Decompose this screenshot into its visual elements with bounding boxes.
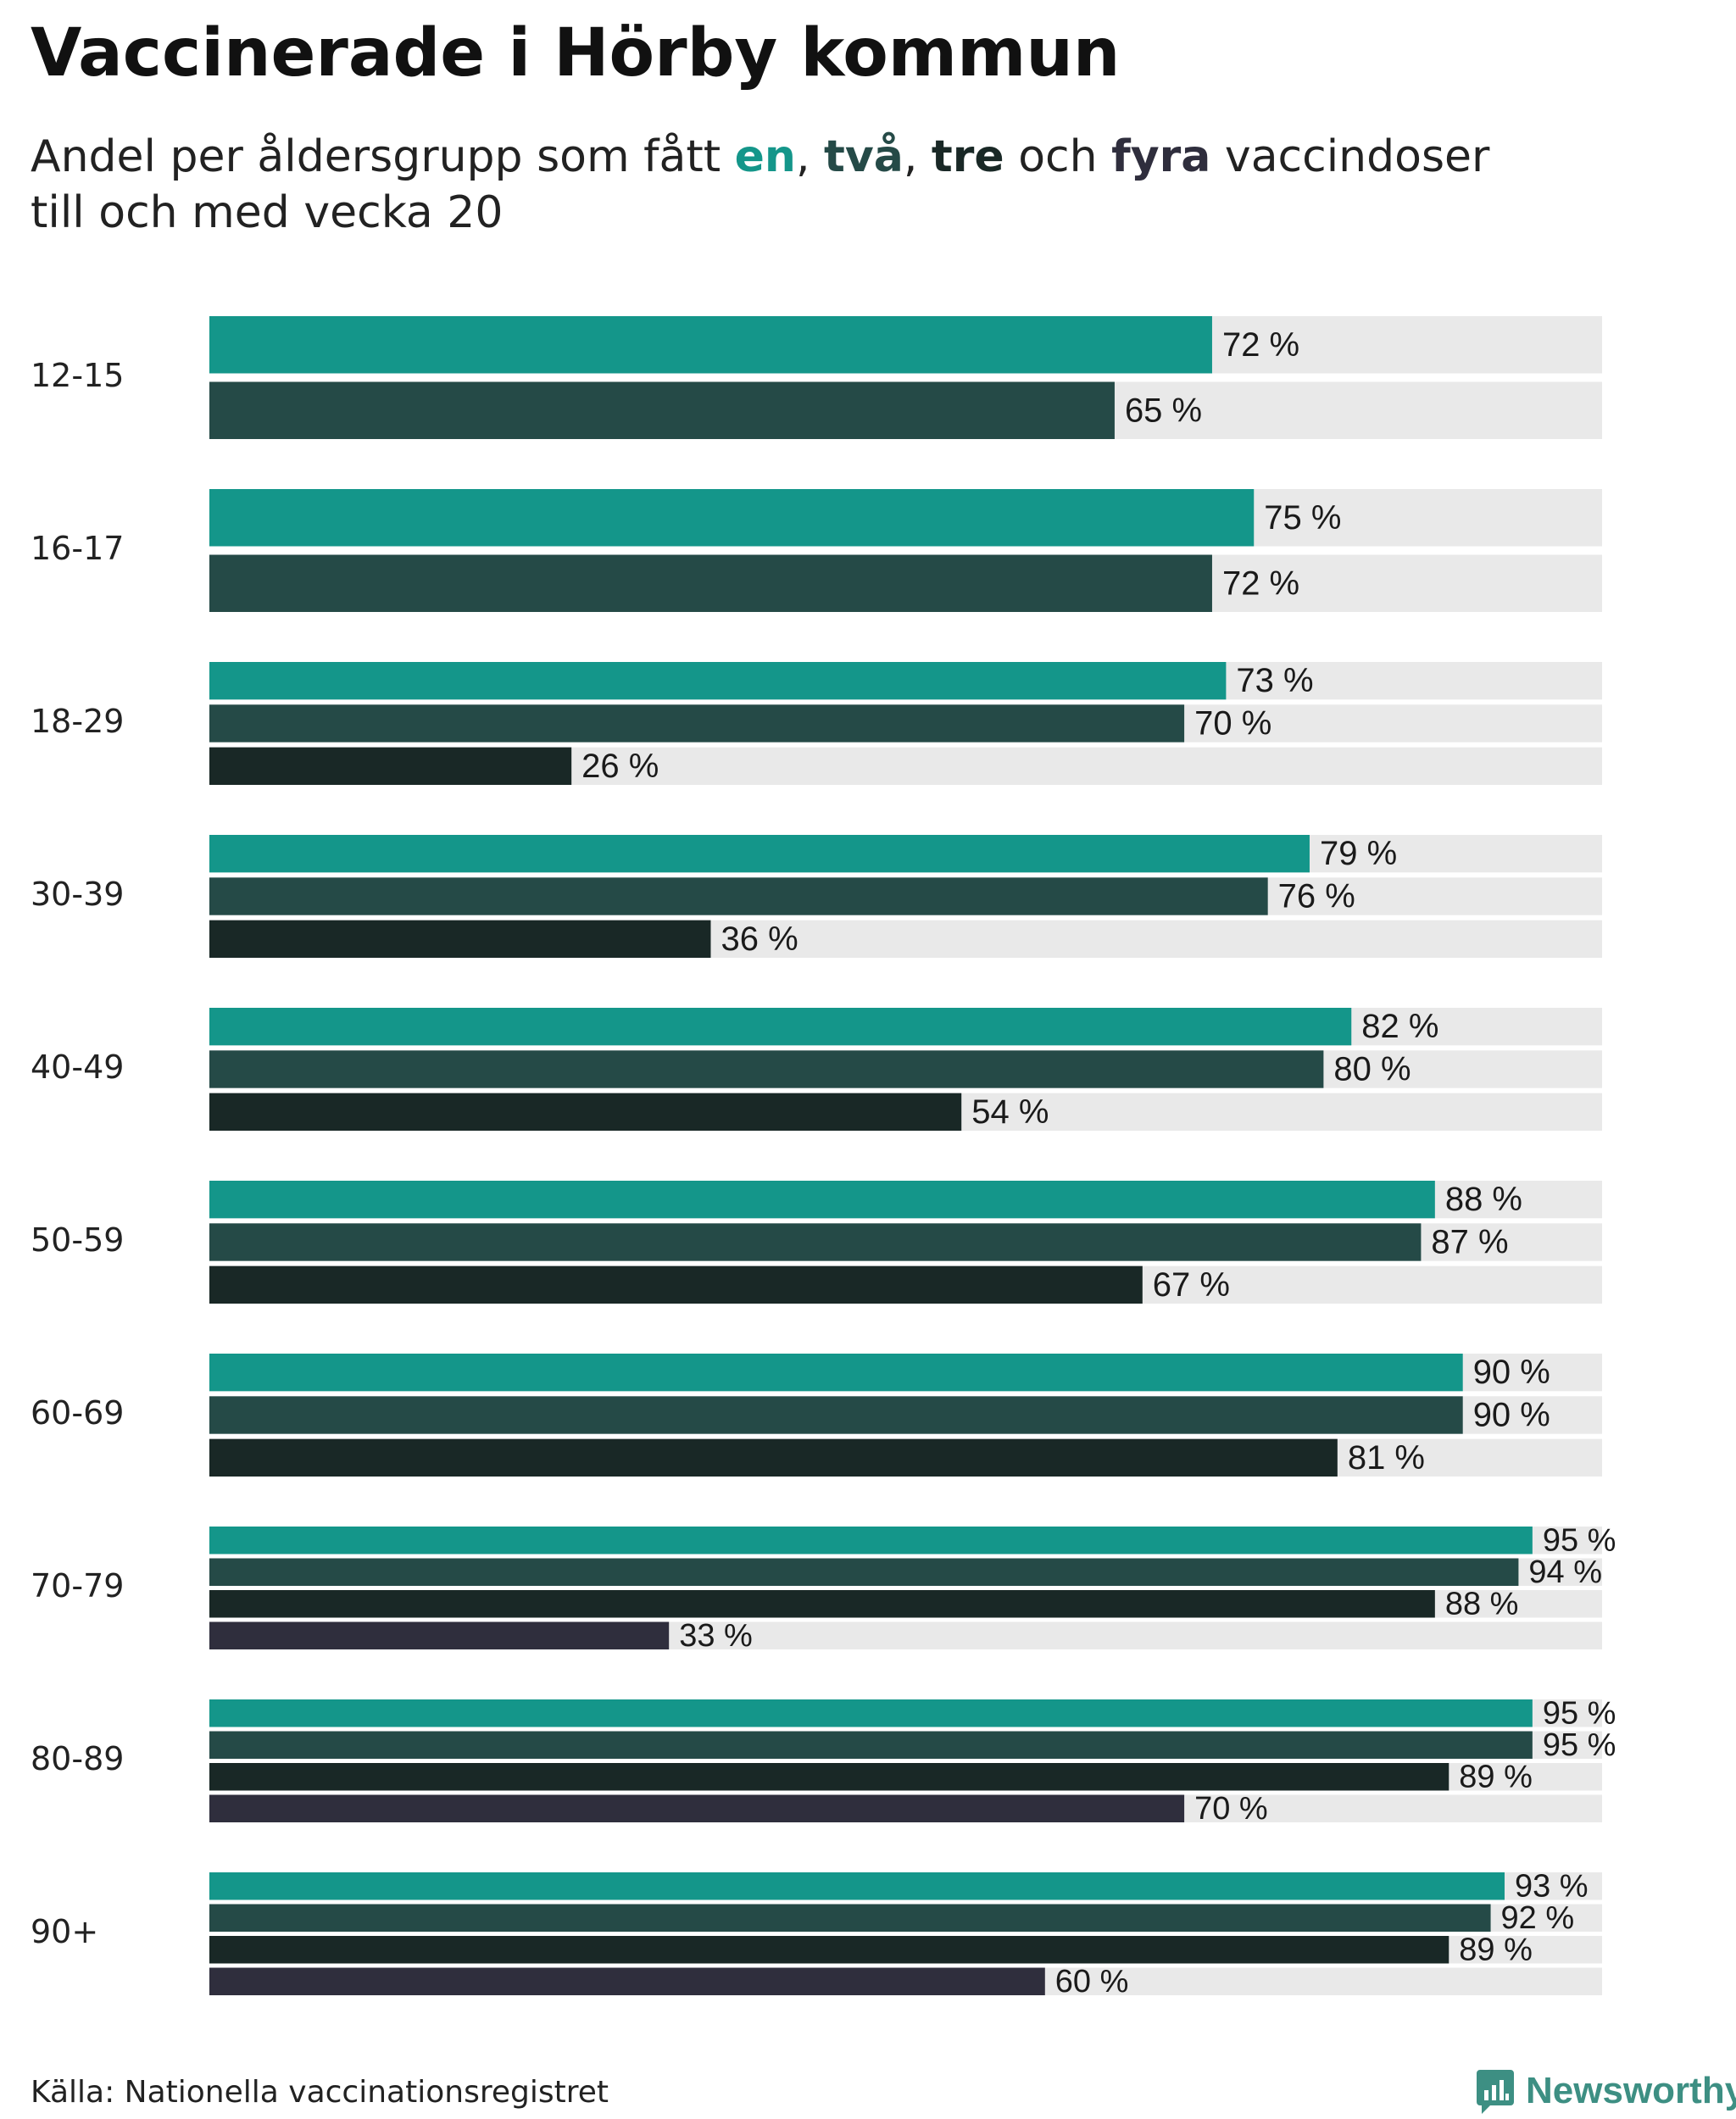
bar-en: [209, 1872, 1505, 1900]
value-label: 93 %: [1515, 1868, 1589, 1904]
value-label: 94 %: [1528, 1554, 1602, 1590]
subtitle-sep-2: ,: [903, 131, 932, 182]
age-group-30-39: 30-39 79 % 76 % 36 %: [31, 835, 1602, 958]
bar-en: [209, 835, 1310, 873]
bar-tre: [209, 1936, 1449, 1964]
value-label: 65 %: [1125, 392, 1202, 429]
category-label: 18-29: [31, 703, 124, 740]
value-label: 72 %: [1222, 565, 1299, 602]
subtitle-sep-1: ,: [795, 131, 825, 182]
value-label: 72 %: [1222, 326, 1299, 364]
value-label: 90 %: [1473, 1397, 1550, 1434]
age-group-60-69: 60-69 90 % 90 % 81 %: [31, 1354, 1602, 1477]
bar-fyra: [209, 1967, 1045, 1995]
bar-tre: [209, 1438, 1338, 1477]
bar-två: [209, 554, 1212, 612]
bar-tre: [209, 747, 572, 785]
age-group-12-15: 12-15 72 % 65 %: [31, 316, 1602, 439]
category-label: 12-15: [31, 357, 124, 394]
bar-fyra: [209, 1794, 1185, 1822]
bar-två: [209, 1050, 1324, 1088]
bar-två: [209, 1731, 1533, 1759]
brand-name: Newsworthy: [1526, 2070, 1736, 2111]
value-label: 87 %: [1431, 1224, 1508, 1261]
category-label: 16-17: [31, 530, 124, 567]
legend-dose-3: tre: [931, 131, 1004, 182]
value-label: 70 %: [1194, 1791, 1268, 1827]
category-label: 50-59: [31, 1221, 124, 1259]
bar-två: [209, 1558, 1519, 1586]
value-label: 95 %: [1543, 1522, 1616, 1558]
value-label: 36 %: [721, 920, 798, 958]
bar-tre: [209, 1093, 962, 1131]
bar-två: [209, 704, 1185, 742]
bar-två: [209, 1396, 1463, 1434]
bar-tre: [209, 1265, 1143, 1304]
bar-en: [209, 1181, 1435, 1219]
subtitle-suffix: vaccindoser: [1210, 131, 1490, 182]
age-group-80-89: 80-89 95 %95 % 89 % 70 %: [31, 1695, 1616, 1827]
value-label: 70 %: [1194, 705, 1271, 742]
value-label: 88 %: [1445, 1181, 1522, 1218]
bar-två: [209, 1223, 1422, 1261]
age-group-40-49: 40-49 82 % 80 % 54 %: [31, 1008, 1602, 1131]
value-label: 89 %: [1459, 1932, 1533, 1967]
age-group-16-17: 16-17 75 % 72 %: [31, 489, 1602, 612]
bar-tre: [209, 1590, 1435, 1618]
category-label: 90+: [31, 1913, 98, 1950]
value-label: 60 %: [1055, 1964, 1129, 1999]
age-group-70-79: 70-79 95 %94 % 88 % 33 %: [31, 1522, 1616, 1654]
bar-en: [209, 1699, 1533, 1727]
subtitle-line-2: till och med vecka 20: [31, 187, 504, 238]
chart-subtitle: Andel per åldersgrupp som fått en, två, …: [31, 129, 1641, 241]
value-label: 54 %: [971, 1093, 1049, 1131]
bar-en: [209, 1008, 1352, 1046]
value-label: 67 %: [1153, 1266, 1230, 1304]
category-label: 30-39: [31, 876, 124, 913]
bar-två: [209, 877, 1268, 915]
legend-dose-2: två: [824, 131, 904, 182]
age-group-90+: 90+ 93 %92 %89 % 60 %: [31, 1868, 1602, 1999]
category-label: 70-79: [31, 1567, 124, 1605]
bar-en: [209, 316, 1212, 374]
bar-chart-speech-bubble-icon: [1477, 2070, 1514, 2114]
age-group-50-59: 50-59 88 % 87 % 67 %: [31, 1181, 1602, 1304]
value-label: 76 %: [1278, 878, 1355, 915]
bar-fyra: [209, 1621, 670, 1649]
bar-tre: [209, 920, 711, 958]
value-label: 90 %: [1473, 1354, 1550, 1391]
bar-en: [209, 489, 1255, 547]
category-label: 80-89: [31, 1740, 124, 1777]
value-label: 80 %: [1333, 1051, 1410, 1088]
value-label: 33 %: [679, 1618, 753, 1654]
age-group-18-29: 18-29 73 % 70 % 26 %: [31, 662, 1602, 785]
value-label: 75 %: [1264, 499, 1341, 537]
bar-två: [209, 381, 1115, 439]
bar-en: [209, 662, 1227, 700]
value-label: 82 %: [1361, 1008, 1438, 1045]
subtitle-prefix: Andel per åldersgrupp som fått: [31, 131, 735, 182]
bar-två: [209, 1904, 1491, 1932]
value-label: 95 %: [1543, 1727, 1616, 1763]
value-label: 26 %: [581, 748, 659, 785]
value-label: 92 %: [1501, 1900, 1575, 1936]
value-label: 95 %: [1543, 1695, 1616, 1731]
chart-title: Vaccinerade i Hörby kommun: [31, 15, 1121, 92]
bar-en: [209, 1527, 1533, 1554]
bar-en: [209, 1354, 1463, 1392]
value-label: 79 %: [1320, 835, 1397, 872]
brand-logo: Newsworthy: [1477, 2068, 1736, 2114]
value-label: 73 %: [1236, 662, 1313, 699]
legend-dose-4: fyra: [1111, 131, 1211, 182]
legend-dose-1: en: [734, 131, 796, 182]
category-label: 40-49: [31, 1048, 124, 1086]
value-label: 88 %: [1445, 1586, 1519, 1621]
bar-tre: [209, 1763, 1449, 1791]
category-label: 60-69: [31, 1394, 124, 1432]
value-label: 89 %: [1459, 1759, 1533, 1794]
subtitle-mid: och: [1004, 131, 1112, 182]
value-label: 81 %: [1348, 1439, 1425, 1477]
source-note: Källa: Nationella vaccinationsregistret: [31, 2075, 609, 2110]
